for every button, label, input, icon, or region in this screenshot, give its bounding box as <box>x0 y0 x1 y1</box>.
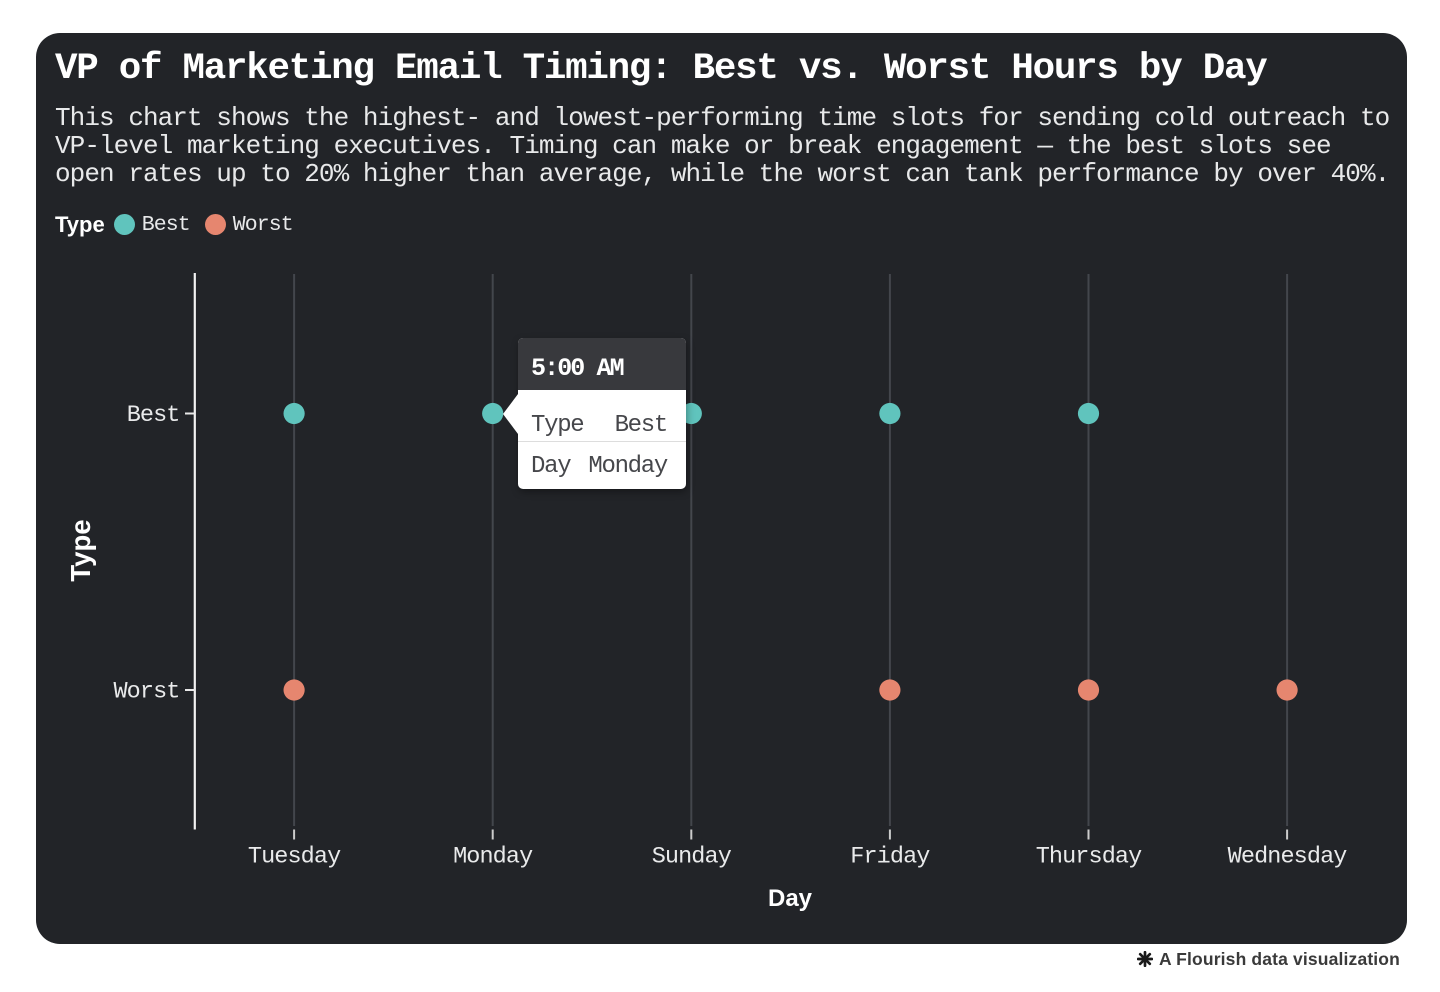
svg-text:Friday: Friday <box>850 844 930 871</box>
svg-text:Day: Day <box>768 885 813 912</box>
svg-text:Sunday: Sunday <box>652 844 732 871</box>
svg-text:Best: Best <box>127 402 180 429</box>
svg-text:Type: Type <box>65 519 96 581</box>
svg-text:Tuesday: Tuesday <box>248 844 341 871</box>
svg-text:Monday: Monday <box>453 844 533 871</box>
svg-text:Wednesday: Wednesday <box>1228 844 1348 871</box>
svg-text:Thursday: Thursday <box>1036 844 1142 871</box>
svg-text:Worst: Worst <box>113 679 179 706</box>
